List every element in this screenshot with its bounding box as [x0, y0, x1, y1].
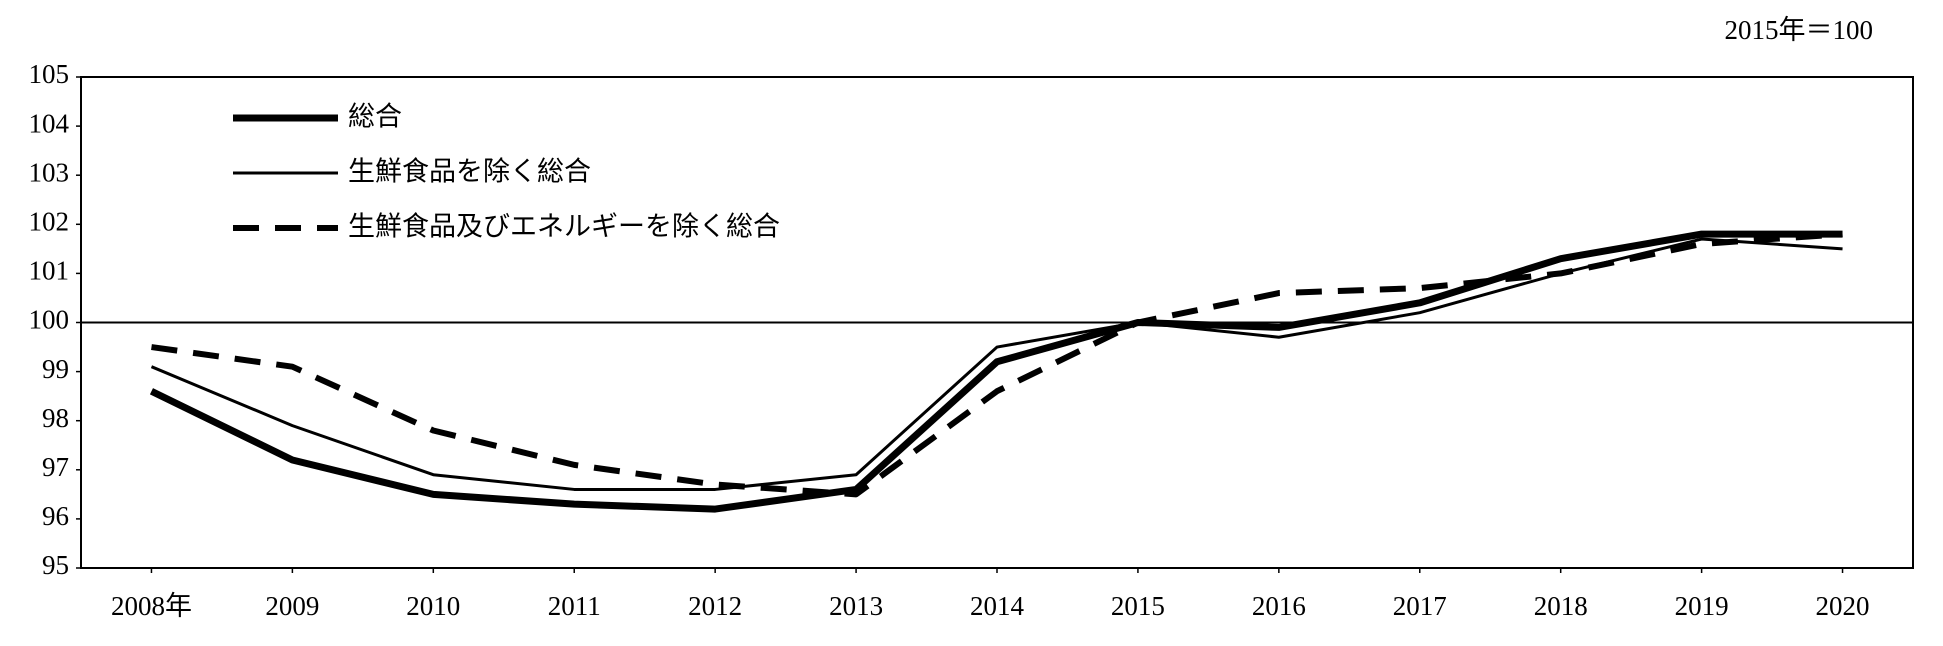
x-tick-label: 2020	[1816, 591, 1870, 621]
legend-label: 総合	[348, 102, 402, 133]
x-tick-label: 2011	[548, 591, 601, 621]
y-tick-label: 100	[29, 305, 70, 335]
x-tick-label: 2010	[406, 591, 460, 621]
x-tick-label: 2019	[1675, 591, 1729, 621]
series-line	[151, 231, 1843, 498]
legend-label: 生鮮食品を除く総合	[348, 157, 591, 188]
x-tick-label: 2012	[688, 591, 742, 621]
x-tick-label: 2013	[829, 591, 883, 621]
x-tick-label: 2014	[970, 591, 1025, 621]
x-tick-label: 2018	[1534, 591, 1588, 621]
legend-label: 生鮮食品及びエネルギーを除く総合	[348, 212, 780, 243]
y-tick-label: 105	[29, 59, 70, 89]
x-tick-label: 2016	[1252, 591, 1306, 621]
unit-note: 2015年＝100	[1725, 15, 1874, 45]
series-line	[149, 230, 1843, 513]
y-tick-label: 98	[42, 403, 69, 433]
y-tick-label: 102	[29, 207, 70, 237]
x-tick-label: 2009	[265, 591, 319, 621]
y-tick-label: 97	[42, 452, 69, 482]
x-tick-label: 2017	[1393, 591, 1447, 621]
y-tick-label: 96	[42, 501, 69, 531]
y-tick-label: 99	[42, 354, 69, 384]
x-tick-label: 2008年	[111, 591, 192, 621]
y-tick-label: 103	[29, 157, 70, 187]
y-tick-label: 101	[29, 256, 70, 286]
x-tick-label: 2015	[1111, 591, 1165, 621]
y-tick-label: 104	[29, 108, 70, 138]
y-tick-label: 95	[42, 550, 69, 580]
